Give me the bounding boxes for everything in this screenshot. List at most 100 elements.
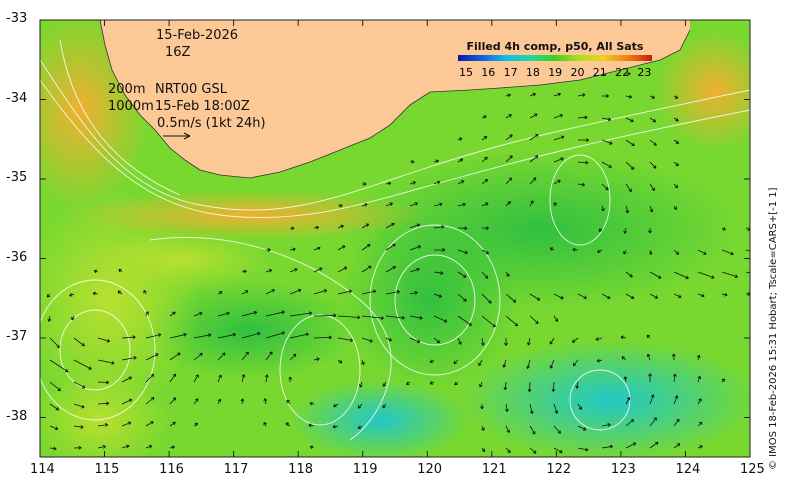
current-vector: [721, 249, 734, 256]
current-vector: [577, 138, 589, 142]
current-vector: [529, 447, 537, 454]
lat-tick-label: -33: [6, 11, 28, 26]
colorbar-tick-label: 21: [593, 66, 607, 79]
current-vector: [481, 115, 487, 119]
current-vector: [577, 160, 589, 165]
current-vector: [623, 249, 627, 255]
current-vector: [433, 271, 444, 275]
current-vector: [505, 201, 511, 207]
current-vector: [529, 315, 539, 324]
current-vector: [745, 249, 750, 252]
lon-tick-label: 118: [288, 462, 313, 477]
current-vector: [601, 293, 611, 299]
current-vector: [145, 353, 159, 361]
current-vector: [553, 135, 565, 141]
current-vector: [721, 271, 739, 279]
current-vector: [480, 404, 484, 410]
current-vector: [529, 293, 541, 301]
lon-tick-label: 121: [481, 462, 507, 477]
current-vector: [697, 398, 702, 405]
current-vector: [648, 249, 653, 255]
current-vector: [625, 94, 633, 99]
lon-tick-label: 122: [546, 462, 572, 477]
current-vector: [502, 359, 507, 368]
current-vector: [481, 249, 490, 255]
lon-tick-label: 115: [94, 462, 120, 477]
current-vector: [217, 398, 221, 405]
current-vector: [169, 397, 177, 405]
hour-label: 16Z: [165, 45, 191, 60]
current-vector: [385, 337, 392, 342]
current-vector: [265, 269, 273, 273]
current-vector: [625, 397, 631, 405]
current-vector: [49, 425, 59, 431]
current-vector: [481, 271, 489, 279]
current-vector: [313, 246, 321, 251]
current-vector: [481, 202, 489, 207]
current-vector: [504, 403, 509, 412]
current-vector: [169, 352, 181, 361]
lat-tick-label: -35: [6, 170, 28, 185]
current-vector: [285, 422, 291, 427]
current-vector: [457, 293, 467, 302]
current-vector: [625, 117, 634, 123]
product-label: NRT00 GSL: [155, 82, 227, 97]
current-vector: [529, 134, 539, 141]
current-vector: [409, 291, 418, 295]
current-vector: [193, 352, 203, 361]
current-vector: [553, 403, 559, 414]
current-vector: [433, 225, 445, 229]
current-vector: [505, 271, 510, 277]
current-vector: [385, 243, 396, 251]
current-vector: [263, 398, 268, 405]
current-vector: [577, 403, 582, 410]
current-vector: [648, 373, 652, 383]
current-vector: [481, 226, 489, 231]
current-vector: [117, 290, 123, 295]
current-vector: [361, 244, 371, 251]
lat-tick-label: -38: [6, 408, 28, 424]
current-vector: [121, 398, 133, 405]
current-vector: [406, 381, 411, 385]
current-vector: [625, 183, 632, 193]
current-vector: [409, 315, 423, 320]
current-vector: [649, 293, 659, 299]
current-vector: [625, 161, 635, 170]
current-vector: [337, 337, 354, 342]
current-vector: [241, 374, 246, 383]
current-vector: [625, 419, 635, 427]
current-vector: [169, 421, 176, 427]
current-vector: [673, 293, 682, 298]
current-vector: [529, 403, 534, 414]
current-vector: [553, 447, 563, 454]
current-vector: [409, 337, 421, 343]
current-vector: [313, 313, 337, 318]
current-vector: [169, 311, 176, 317]
current-vector: [385, 315, 405, 320]
current-vector: [73, 403, 85, 409]
current-vector: [625, 293, 635, 299]
current-vector: [595, 337, 603, 341]
axis-ticks: [39, 19, 751, 457]
current-vector: [457, 315, 472, 326]
current-vector: [264, 374, 269, 383]
current-vector: [333, 403, 339, 408]
current-vector: [505, 134, 513, 141]
current-vector: [47, 315, 52, 322]
current-vector: [577, 425, 587, 431]
current-vector: [529, 425, 536, 435]
current-vector: [481, 337, 485, 346]
current-vector: [648, 227, 652, 234]
current-vector: [549, 247, 555, 251]
current-vector: [385, 181, 392, 186]
current-vector: [553, 179, 561, 185]
speed-scale-label: 0.5m/s (1kt 24h): [157, 116, 266, 131]
current-vector: [649, 95, 656, 99]
lon-tick-label: 119: [352, 462, 378, 477]
lon-tick-label: 114: [30, 462, 55, 477]
current-vector: [597, 249, 603, 253]
current-vector: [453, 359, 459, 365]
current-vector: [745, 271, 750, 274]
current-vector: [385, 290, 401, 295]
current-vector: [361, 203, 368, 207]
